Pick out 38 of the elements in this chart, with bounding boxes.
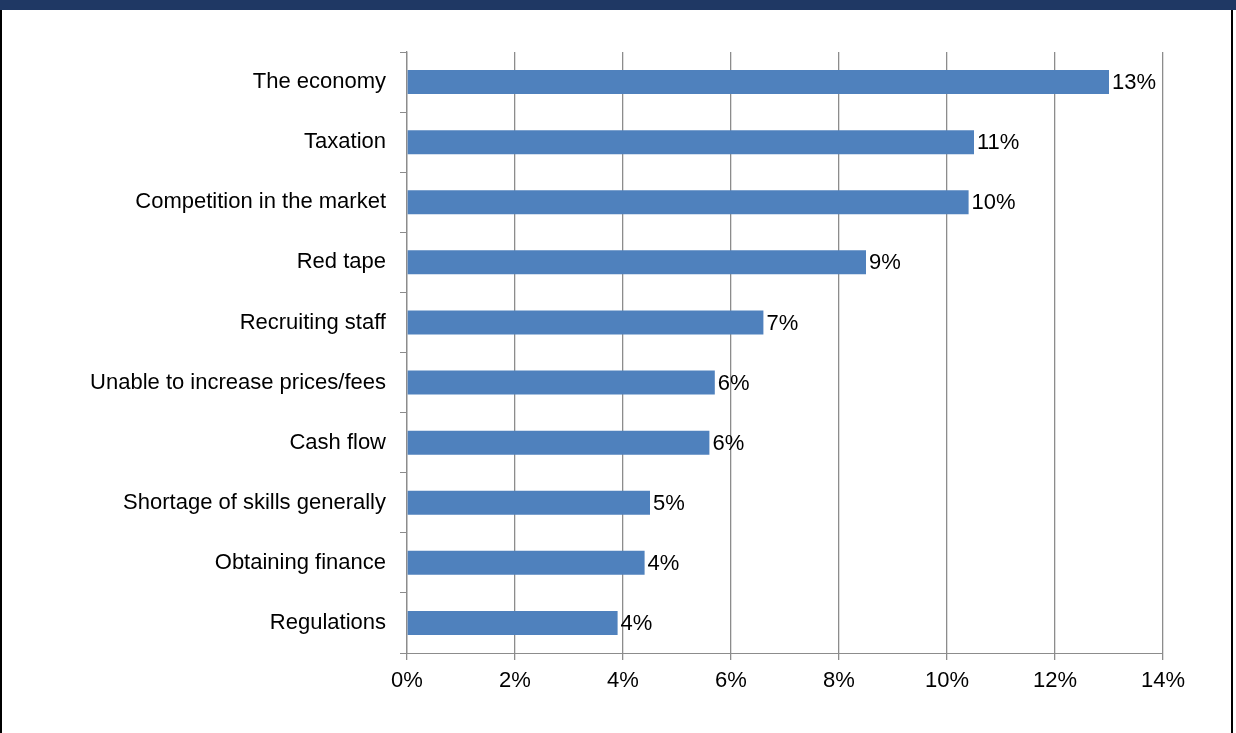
y-tick-label: Cash flow <box>289 428 387 454</box>
y-tick-label: Shortage of skills generally <box>123 488 386 514</box>
bar <box>407 250 866 275</box>
x-tick-label: 2% <box>499 667 531 693</box>
x-tick-label: 14% <box>1140 667 1186 693</box>
x-tick-label: 8% <box>823 667 855 693</box>
y-tick-label: Regulations <box>269 609 386 635</box>
data-label: 4% <box>647 549 680 575</box>
bar <box>407 70 1109 95</box>
data-label: 10% <box>971 189 1016 215</box>
x-tick-label: 0% <box>391 667 423 693</box>
bar <box>407 310 764 335</box>
data-label: 7% <box>766 309 799 335</box>
data-label: 4% <box>620 610 653 636</box>
y-tick-label: Recruiting staff <box>239 308 387 334</box>
bar <box>407 610 618 635</box>
x-tick-label: 10% <box>924 667 970 693</box>
bar <box>407 550 645 575</box>
y-tick-label: Competition in the market <box>135 188 386 214</box>
bar <box>407 430 710 455</box>
y-tick-label: Obtaining finance <box>214 548 386 574</box>
x-tick-label: 6% <box>715 667 747 693</box>
data-label: 13% <box>1112 69 1157 95</box>
data-label: 9% <box>869 249 901 275</box>
data-label: 11% <box>977 129 1020 155</box>
x-tick-label: 12% <box>1032 667 1078 693</box>
x-tick-label: 4% <box>607 667 639 693</box>
bar <box>407 130 974 155</box>
data-label: 5% <box>653 489 685 515</box>
bar <box>407 190 969 215</box>
y-tick-label: Red tape <box>296 248 386 274</box>
y-tick-label: Unable to increase prices/fees <box>90 368 386 394</box>
bar <box>407 490 650 515</box>
y-tick-label: Taxation <box>304 128 386 154</box>
y-tick-label: The economy <box>252 68 386 94</box>
data-label: 6% <box>717 369 750 395</box>
data-label: 6% <box>712 429 745 455</box>
bar <box>407 370 715 395</box>
